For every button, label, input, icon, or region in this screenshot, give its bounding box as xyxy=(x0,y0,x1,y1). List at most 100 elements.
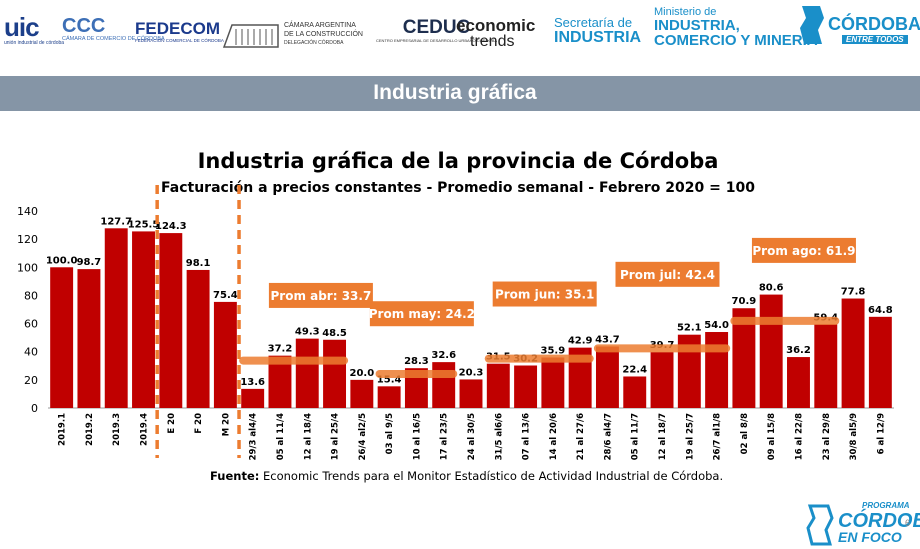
y-tick-label: 80 xyxy=(24,289,38,302)
bar xyxy=(295,338,319,408)
bar xyxy=(541,357,565,408)
economic-trends-line2: trends xyxy=(470,33,515,50)
data-label: 15.4 xyxy=(377,374,402,385)
x-tick-label: 24 al 30/5 xyxy=(467,413,477,460)
x-tick-label: 2019.4 xyxy=(140,413,150,446)
bar xyxy=(677,334,701,408)
ccc-logo-subtext: CÁMARA DE COMERCIO DE CÓRDOBA xyxy=(62,36,165,42)
x-tick-label: 2019.1 xyxy=(58,413,68,446)
data-label: 100.0 xyxy=(46,255,78,266)
x-tick-label: 30/8 al5/9 xyxy=(849,413,859,460)
camara-logo-subtext: DELEGACIÓN CÓRDOBA xyxy=(284,39,344,46)
x-tick-label: 10 al 16/5 xyxy=(412,413,422,460)
y-tick-label: 100 xyxy=(17,261,38,274)
bar xyxy=(377,386,401,408)
secretaria-line1: Secretaría de xyxy=(554,15,633,30)
data-label: 52.1 xyxy=(677,323,702,334)
bar xyxy=(595,346,619,408)
y-tick-label: 60 xyxy=(24,318,38,331)
ceduc-logo-text: CEDUC xyxy=(402,17,471,38)
programa-cordoba-en-foco-logo: PROGRAMA CÓRDOBA EN FOCO xyxy=(806,500,920,548)
source-text: Economic Trends para el Monitor Estadíst… xyxy=(259,469,723,483)
average-box xyxy=(369,301,474,327)
y-tick-label: 140 xyxy=(17,205,38,218)
programa-label: PROGRAMA xyxy=(862,501,910,510)
bar xyxy=(486,363,510,408)
x-tick-label: 19 al 25/4 xyxy=(331,413,341,460)
average-label: Prom jun: 35.1 xyxy=(495,288,594,302)
x-tick-label: 6 al 12/9 xyxy=(876,413,886,454)
ministerio-line2: INDUSTRIA, xyxy=(654,17,740,34)
data-label: 20.0 xyxy=(349,368,374,379)
programa-cordoba-label: CÓRDOBA xyxy=(838,510,920,532)
bar xyxy=(814,324,838,408)
ministerio-logo: Ministerio de INDUSTRIA, COMERCIO Y MINE… xyxy=(654,6,818,48)
data-label: 48.5 xyxy=(322,328,347,339)
bar xyxy=(732,308,756,408)
x-tick-label: 26/7 al1/8 xyxy=(713,413,723,460)
cordoba-logo-text: CÓRDOBA xyxy=(828,14,920,34)
data-label: 43.7 xyxy=(595,335,620,346)
data-label: 32.6 xyxy=(431,350,456,361)
ceduc-logo: CEDUC CENTRO EMPRESARIAL DE DESARROLLO U… xyxy=(376,18,497,52)
cordoba-logo-subtext: ENTRE TODOS xyxy=(842,35,908,44)
data-label: 36.2 xyxy=(786,345,811,356)
data-label: 70.9 xyxy=(732,296,757,307)
logo-bar: uic unión industrial de córdoba CCC CÁMA… xyxy=(0,0,920,74)
data-label: 37.2 xyxy=(268,344,293,355)
x-tick-label: 31/5 al6/6 xyxy=(494,413,504,460)
average-box xyxy=(615,261,720,287)
bar xyxy=(350,379,374,408)
fedecom-logo: FEDECOM FEDERACIÓN COMERCIAL DE CÓRDOBA xyxy=(135,20,224,50)
bar xyxy=(77,269,101,408)
bar xyxy=(432,362,456,408)
data-label: 80.6 xyxy=(759,283,784,294)
average-box xyxy=(268,282,373,308)
fedecom-logo-text: FEDECOM xyxy=(135,19,220,38)
x-tick-label: 12 al 18/4 xyxy=(303,413,313,460)
x-tick-label: 03 al 9/5 xyxy=(385,413,395,454)
bar xyxy=(623,376,647,408)
cordoba-map-icon xyxy=(806,504,834,546)
data-label: 75.4 xyxy=(213,290,238,301)
average-box xyxy=(751,237,856,263)
section-banner: Industria gráfica xyxy=(0,76,920,111)
x-tick-label: 07 al 13/6 xyxy=(522,413,532,460)
bar xyxy=(514,365,538,408)
x-tick-label: 14 al 20/6 xyxy=(549,413,559,460)
x-tick-label: 02 al 8/8 xyxy=(740,413,750,454)
x-tick-label: 09 al 15/8 xyxy=(767,413,777,460)
x-tick-label: 2019.2 xyxy=(85,413,95,446)
secretaria-industria-logo: Secretaría de INDUSTRIA xyxy=(554,16,641,56)
bar xyxy=(759,294,783,408)
data-label: 28.3 xyxy=(404,356,429,367)
x-tick-label: 05 al 11/4 xyxy=(276,413,286,460)
bar xyxy=(705,332,729,408)
y-tick-label: 20 xyxy=(24,374,38,387)
average-label: Prom ago: 61.9 xyxy=(752,244,855,258)
x-tick-label: E 20 xyxy=(167,413,177,434)
x-tick-label: 21 al 27/6 xyxy=(576,413,586,460)
uic-logo-subtext: unión industrial de córdoba xyxy=(4,40,65,46)
y-tick-label: 120 xyxy=(17,233,38,246)
average-label: Prom may: 24.2 xyxy=(369,307,475,321)
cordoba-map-icon xyxy=(800,6,824,44)
bar xyxy=(268,355,292,408)
bar xyxy=(213,301,237,408)
y-tick-label: 0 xyxy=(31,402,38,415)
bar xyxy=(404,368,428,408)
camara-construccion-logo: CÁMARA ARGENTINA DE LA CONSTRUCCIÓN DELE… xyxy=(222,16,366,52)
bar xyxy=(323,339,347,408)
data-label: 124.3 xyxy=(155,221,187,232)
average-label: Prom abr: 33.7 xyxy=(270,289,371,303)
bar xyxy=(650,352,674,408)
source-label: Fuente: xyxy=(210,469,259,483)
bar xyxy=(159,233,183,408)
x-tick-label: 29/3 al4/4 xyxy=(249,413,259,460)
ministerio-line1: Ministerio de xyxy=(654,6,717,18)
x-tick-label: 17 al 23/5 xyxy=(440,413,450,460)
uic-logo-text: uic xyxy=(4,12,40,42)
x-tick-label: 19 al 25/7 xyxy=(685,413,695,460)
bar xyxy=(132,231,155,408)
bars: 100.0 2019.1 98.7 2019.2 127.7 2019.3 125.5 201… xyxy=(46,185,893,460)
